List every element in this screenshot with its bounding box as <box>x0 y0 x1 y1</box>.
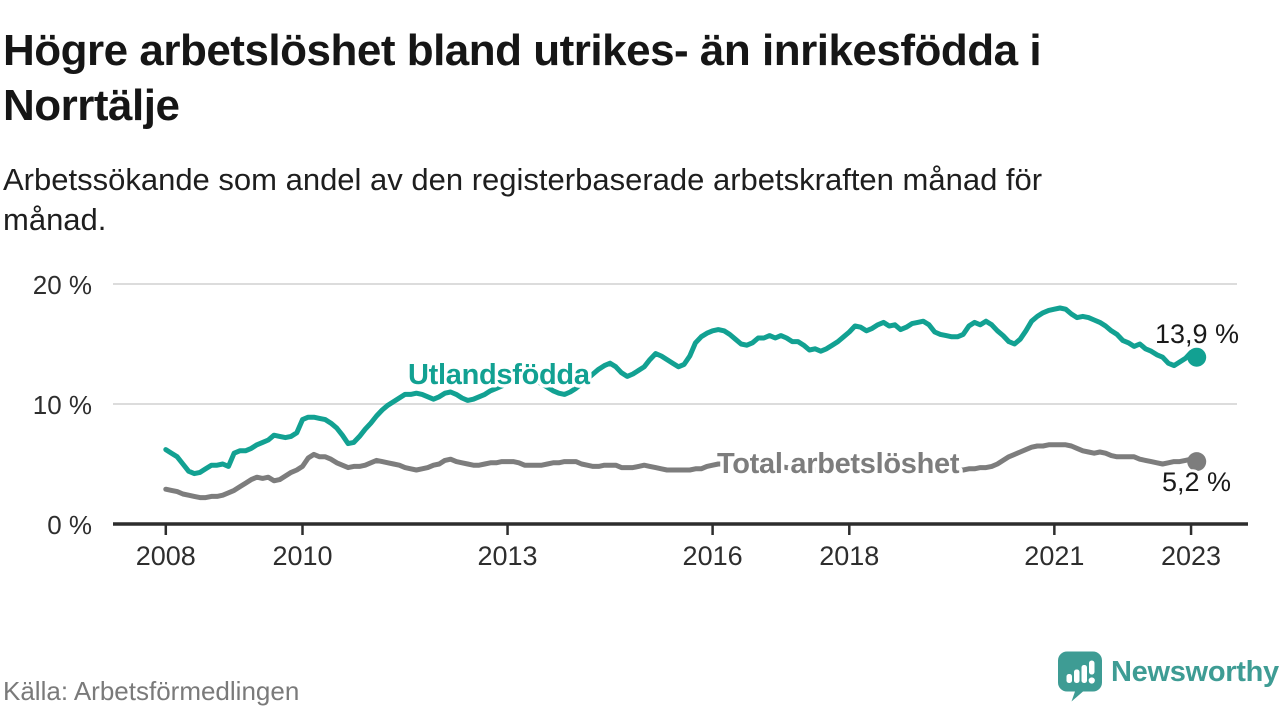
x-tick-label-2021: 2021 <box>1024 541 1084 571</box>
series-label-utlandsfodda: Utlandsfödda <box>408 359 591 391</box>
x-tick-label-2013: 2013 <box>478 541 538 571</box>
chart-subtitle-line-1: Arbetssökande som andel av den registerb… <box>3 162 1043 197</box>
page-title-line-1: Högre arbetslöshet bland utrikes- än inr… <box>3 26 1042 75</box>
brand-name: Newsworthy <box>1111 656 1279 688</box>
page-title: Högre arbetslöshet bland utrikes- än inr… <box>3 23 1273 133</box>
y-tick-label-20: 20 % <box>33 270 92 300</box>
chart-subtitle: Arbetssökande som andel av den registerb… <box>3 160 1273 240</box>
newsworthy-speech-bubble-icon <box>1058 651 1102 702</box>
series-end-dot-utlandsf-dda <box>1187 347 1207 367</box>
x-tick-label-2016: 2016 <box>683 541 743 571</box>
chart-subtitle-line-2: månad. <box>3 202 107 237</box>
y-tick-label-10: 10 % <box>33 390 92 420</box>
x-tick-label-2008: 2008 <box>136 541 196 571</box>
y-tick-label-0: 0 % <box>47 510 92 540</box>
series-label-total-arbetsloshet: Total arbetslöshet <box>717 448 960 480</box>
brand-logo: Newsworthy <box>1056 650 1279 702</box>
series-end-dot-total-arbetsl-shet <box>1187 452 1207 472</box>
plot-area: 0 % 10 % 20 % 2008 2010 2013 2016 2018 2021 2023 <box>33 270 1248 571</box>
end-value-label-utlandsfodda: 13,9 % <box>1155 319 1239 349</box>
end-value-label-total-arbetsloshet: 5,2 % <box>1162 467 1231 497</box>
series-line-utlandsf-dda <box>163 305 1200 477</box>
x-tick-label-2018: 2018 <box>819 541 879 571</box>
source-note: Källa: Arbetsförmedlingen <box>3 676 300 706</box>
series-line-total-arbetsl-shet <box>163 442 1200 501</box>
x-tick-label-2023: 2023 <box>1161 541 1221 571</box>
page-title-line-2: Norrtälje <box>3 81 180 130</box>
x-tick-label-2010: 2010 <box>272 541 332 571</box>
